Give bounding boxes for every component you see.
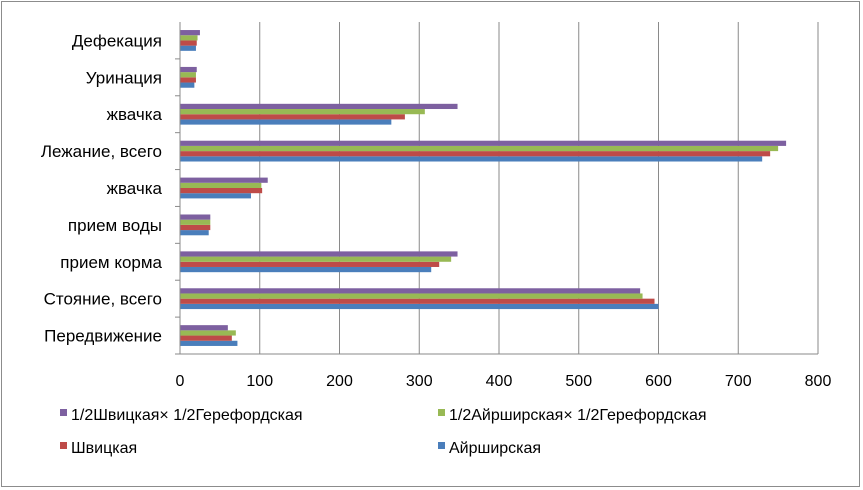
bar (180, 77, 196, 83)
bar (180, 293, 643, 299)
bar (180, 30, 200, 36)
bar (180, 303, 659, 310)
x-tick-label: 500 (565, 373, 592, 390)
legend-swatch (438, 409, 445, 416)
category-label: Стояние, всего (44, 290, 162, 309)
legend-swatch (60, 442, 67, 449)
bar (180, 193, 251, 199)
bar (180, 266, 432, 273)
bar (180, 261, 440, 267)
bar (180, 35, 198, 41)
bar (180, 140, 787, 146)
bar (180, 114, 405, 120)
x-tick-labels: 0 100 200 300 400 500 600 700 800 (176, 373, 832, 390)
category-label: жвачка (107, 105, 163, 124)
bar (180, 182, 262, 188)
category-label: Дефекация (72, 31, 162, 50)
x-tick-label: 400 (486, 373, 513, 390)
bar (180, 288, 641, 294)
category-labels: Передвижение Стояние, всего прием корма при… (41, 31, 163, 345)
bar (180, 188, 263, 194)
legend-swatch (438, 442, 445, 449)
x-tick-label: 200 (326, 373, 353, 390)
axis (175, 22, 818, 355)
x-tick-label: 0 (176, 373, 185, 390)
bar (180, 224, 211, 231)
bar (180, 251, 458, 257)
category-label: Передвижение (44, 327, 162, 346)
bar (180, 103, 458, 110)
category-label: Лежание, всего (41, 142, 162, 161)
bar (180, 330, 236, 336)
x-tick-label: 100 (246, 373, 273, 390)
x-tick-label: 700 (725, 373, 752, 390)
bar (180, 214, 211, 220)
bar (180, 340, 238, 346)
bar (180, 72, 196, 78)
legend-label: Швицкая (71, 440, 137, 457)
bar (180, 230, 209, 236)
bar (180, 119, 392, 125)
bar (180, 82, 195, 88)
bar (180, 145, 779, 152)
bar (180, 66, 197, 73)
category-label: жвачка (107, 179, 163, 198)
bar (180, 177, 268, 183)
legend: 1/2Швицкая× 1/2Герефордская 1/2Айрширская… (60, 407, 707, 457)
bars (180, 30, 787, 346)
bar (180, 219, 211, 225)
bar (180, 325, 228, 331)
x-tick-label: 800 (805, 373, 832, 390)
legend-label: 1/2Айрширская× 1/2Герефордская (449, 407, 707, 424)
category-label: прием корма (60, 253, 162, 272)
category-label: Уринация (86, 68, 162, 87)
bar (180, 156, 763, 162)
bar (180, 109, 425, 115)
legend-swatch (60, 409, 67, 416)
category-label: прием воды (68, 216, 162, 235)
x-tick-label: 600 (645, 373, 672, 390)
bar (180, 256, 452, 262)
x-tick-label: 300 (406, 373, 433, 390)
bar (180, 45, 196, 51)
legend-label: Айрширская (449, 440, 541, 457)
legend-label: 1/2Швицкая× 1/2Герефордская (71, 407, 303, 424)
bar (180, 298, 655, 304)
bar (180, 40, 197, 46)
bar (180, 335, 232, 341)
bar (180, 151, 771, 157)
